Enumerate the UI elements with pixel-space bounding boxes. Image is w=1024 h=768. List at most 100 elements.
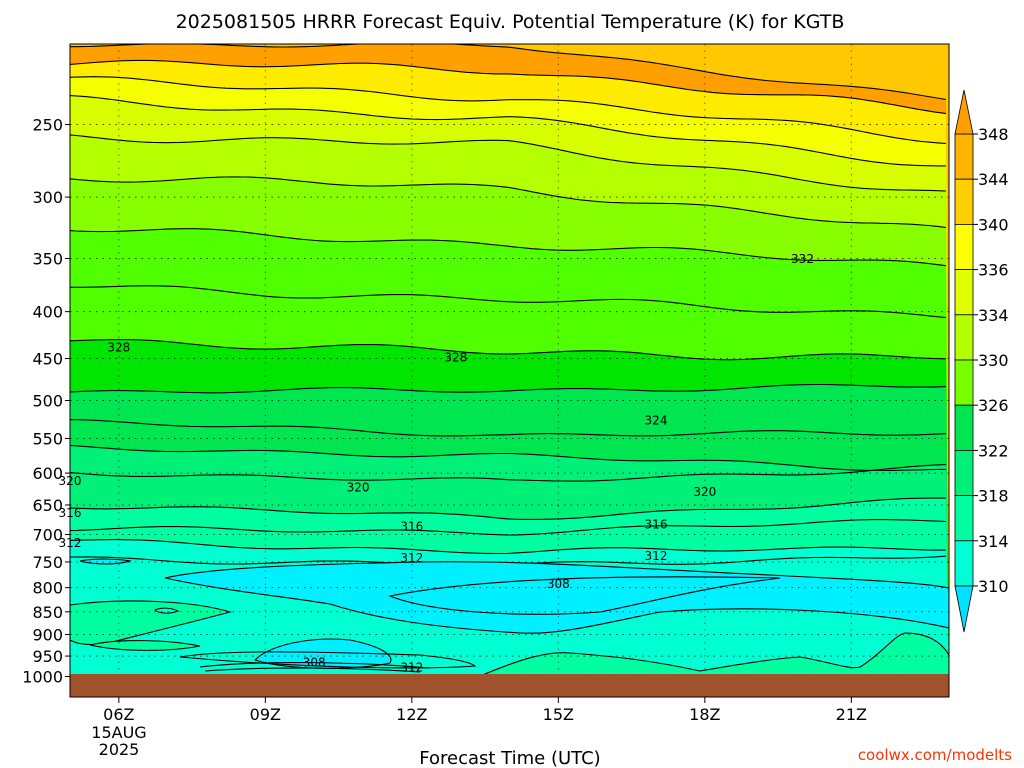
contour-line — [70, 95, 946, 167]
colorbar-tick-label: 344 — [978, 170, 1009, 189]
contour-line — [70, 176, 947, 229]
contour-label: 308 — [547, 577, 570, 591]
y-tick-label: 250 — [32, 116, 63, 135]
y-tick-label: 700 — [32, 525, 63, 544]
contour-label: 320 — [693, 485, 716, 499]
contour-line — [70, 519, 947, 536]
colorbar-segment — [954, 449, 974, 496]
colorbar-tick-label: 318 — [978, 487, 1009, 506]
colorbar-segment — [954, 133, 974, 180]
contour-label: 316 — [645, 518, 668, 532]
plot-frame — [69, 43, 950, 698]
contour-line — [70, 285, 947, 319]
colorbar-segment — [954, 314, 974, 361]
colorbar-segment — [954, 540, 974, 587]
contour-label: 316 — [400, 519, 423, 533]
colorbar-tick-label: 336 — [978, 261, 1009, 280]
contour-label: 316 — [59, 506, 82, 520]
y-tick-label: 400 — [32, 303, 63, 322]
contour-low — [204, 667, 421, 673]
contour-line — [70, 338, 947, 361]
colorbar-tick-label: 314 — [978, 532, 1009, 551]
colorbar-tick-label: 340 — [978, 215, 1009, 234]
contour-label: 320 — [347, 480, 370, 494]
contour-low — [199, 662, 431, 669]
y-tick-label: 650 — [32, 496, 63, 515]
contour-lines — [70, 44, 947, 567]
colorbar-tick-label: 334 — [978, 306, 1009, 325]
colorbar-top-arrow — [954, 89, 974, 135]
contour-label: 312 — [400, 661, 423, 675]
plot-area — [70, 44, 949, 697]
contour-label: 328 — [107, 340, 130, 354]
x-tick-label: 12Z — [396, 705, 427, 724]
colorbar-tick-label: 326 — [978, 396, 1009, 415]
contour-label: 308 — [303, 655, 326, 669]
contour-line — [70, 44, 947, 101]
contour-line — [70, 59, 947, 115]
y-tick-label: 500 — [32, 392, 63, 411]
cell-west — [79, 558, 133, 565]
contour-line — [70, 228, 947, 267]
contour-labels: 332 328 328 324 320 320 320 316 316 316 312 312 312 3… — [59, 252, 814, 675]
date-year: 2025 — [99, 740, 140, 759]
contour-label: 312 — [400, 551, 423, 565]
colorbar-tick-label: 310 — [978, 577, 1009, 596]
cell-lower-right — [479, 632, 949, 677]
y-tick-label: 850 — [32, 603, 63, 622]
colorbar-segment — [954, 404, 974, 451]
date-day: 15AUG — [91, 723, 146, 742]
contour-label: 312 — [645, 549, 668, 563]
colorbar-segment — [954, 269, 974, 316]
y-tick-label: 600 — [32, 464, 63, 483]
contour-line — [70, 444, 946, 472]
contour-line — [70, 539, 946, 555]
colorbar-segment — [954, 495, 974, 542]
contour-line — [70, 419, 947, 437]
y-tick-label: 450 — [32, 350, 63, 369]
contour-label: 312 — [59, 536, 82, 550]
colorbar-segment — [954, 359, 974, 406]
cell-950 — [89, 640, 201, 651]
y-tick-label: 900 — [32, 626, 63, 645]
contour-line — [70, 497, 947, 520]
x-axis-label: Forecast Time (UTC) — [419, 748, 600, 768]
credit-text: coolwx.com/modelts — [858, 746, 1012, 764]
chart-title: 2025081505 HRRR Forecast Equiv. Potentia… — [176, 11, 845, 33]
x-tick-label: 15Z — [543, 705, 574, 724]
contour-label: 324 — [645, 413, 668, 427]
y-axis: 250 300 350 400 450 500 550 600 650 700 750 800 850 9… — [22, 116, 70, 687]
colorbar-tick-label: 322 — [978, 441, 1009, 460]
colorbar-segment — [954, 178, 974, 225]
contour-line — [70, 76, 947, 145]
y-tick-label: 550 — [32, 429, 63, 448]
gridlines — [70, 44, 949, 697]
colorbar-segment — [954, 223, 974, 270]
y-tick-label: 800 — [32, 579, 63, 598]
colorbar: 348 344 340 336 334 330 326 322 318 314 310 — [954, 89, 1009, 633]
x-tick-label: 18Z — [689, 705, 720, 724]
colorbar-bottom-arrow — [954, 585, 974, 633]
low-level-cells — [70, 558, 949, 677]
x-tick-label: 21Z — [836, 705, 867, 724]
contour-label: 332 — [791, 252, 814, 266]
colorbar-tick-label: 330 — [978, 351, 1009, 370]
contour-label: 320 — [59, 474, 82, 488]
x-axis: 06Z 09Z 12Z 15Z 18Z 21Z — [103, 697, 867, 724]
cell-850-core — [154, 607, 180, 614]
contour-line — [70, 383, 947, 394]
contour-line — [70, 134, 947, 192]
x-tick-label: 09Z — [250, 705, 281, 724]
cell-308-inner — [388, 576, 781, 615]
y-tick-label: 750 — [32, 553, 63, 572]
terrain-band — [70, 674, 949, 697]
contour-low — [179, 651, 477, 669]
y-tick-label: 950 — [32, 647, 63, 666]
y-tick-label: 350 — [32, 249, 63, 268]
contour-line — [70, 464, 947, 482]
contour-label: 328 — [444, 350, 467, 364]
y-tick-label: 300 — [32, 188, 63, 207]
x-tick-label: 06Z — [103, 705, 134, 724]
y-tick-label: 1000 — [22, 668, 63, 687]
